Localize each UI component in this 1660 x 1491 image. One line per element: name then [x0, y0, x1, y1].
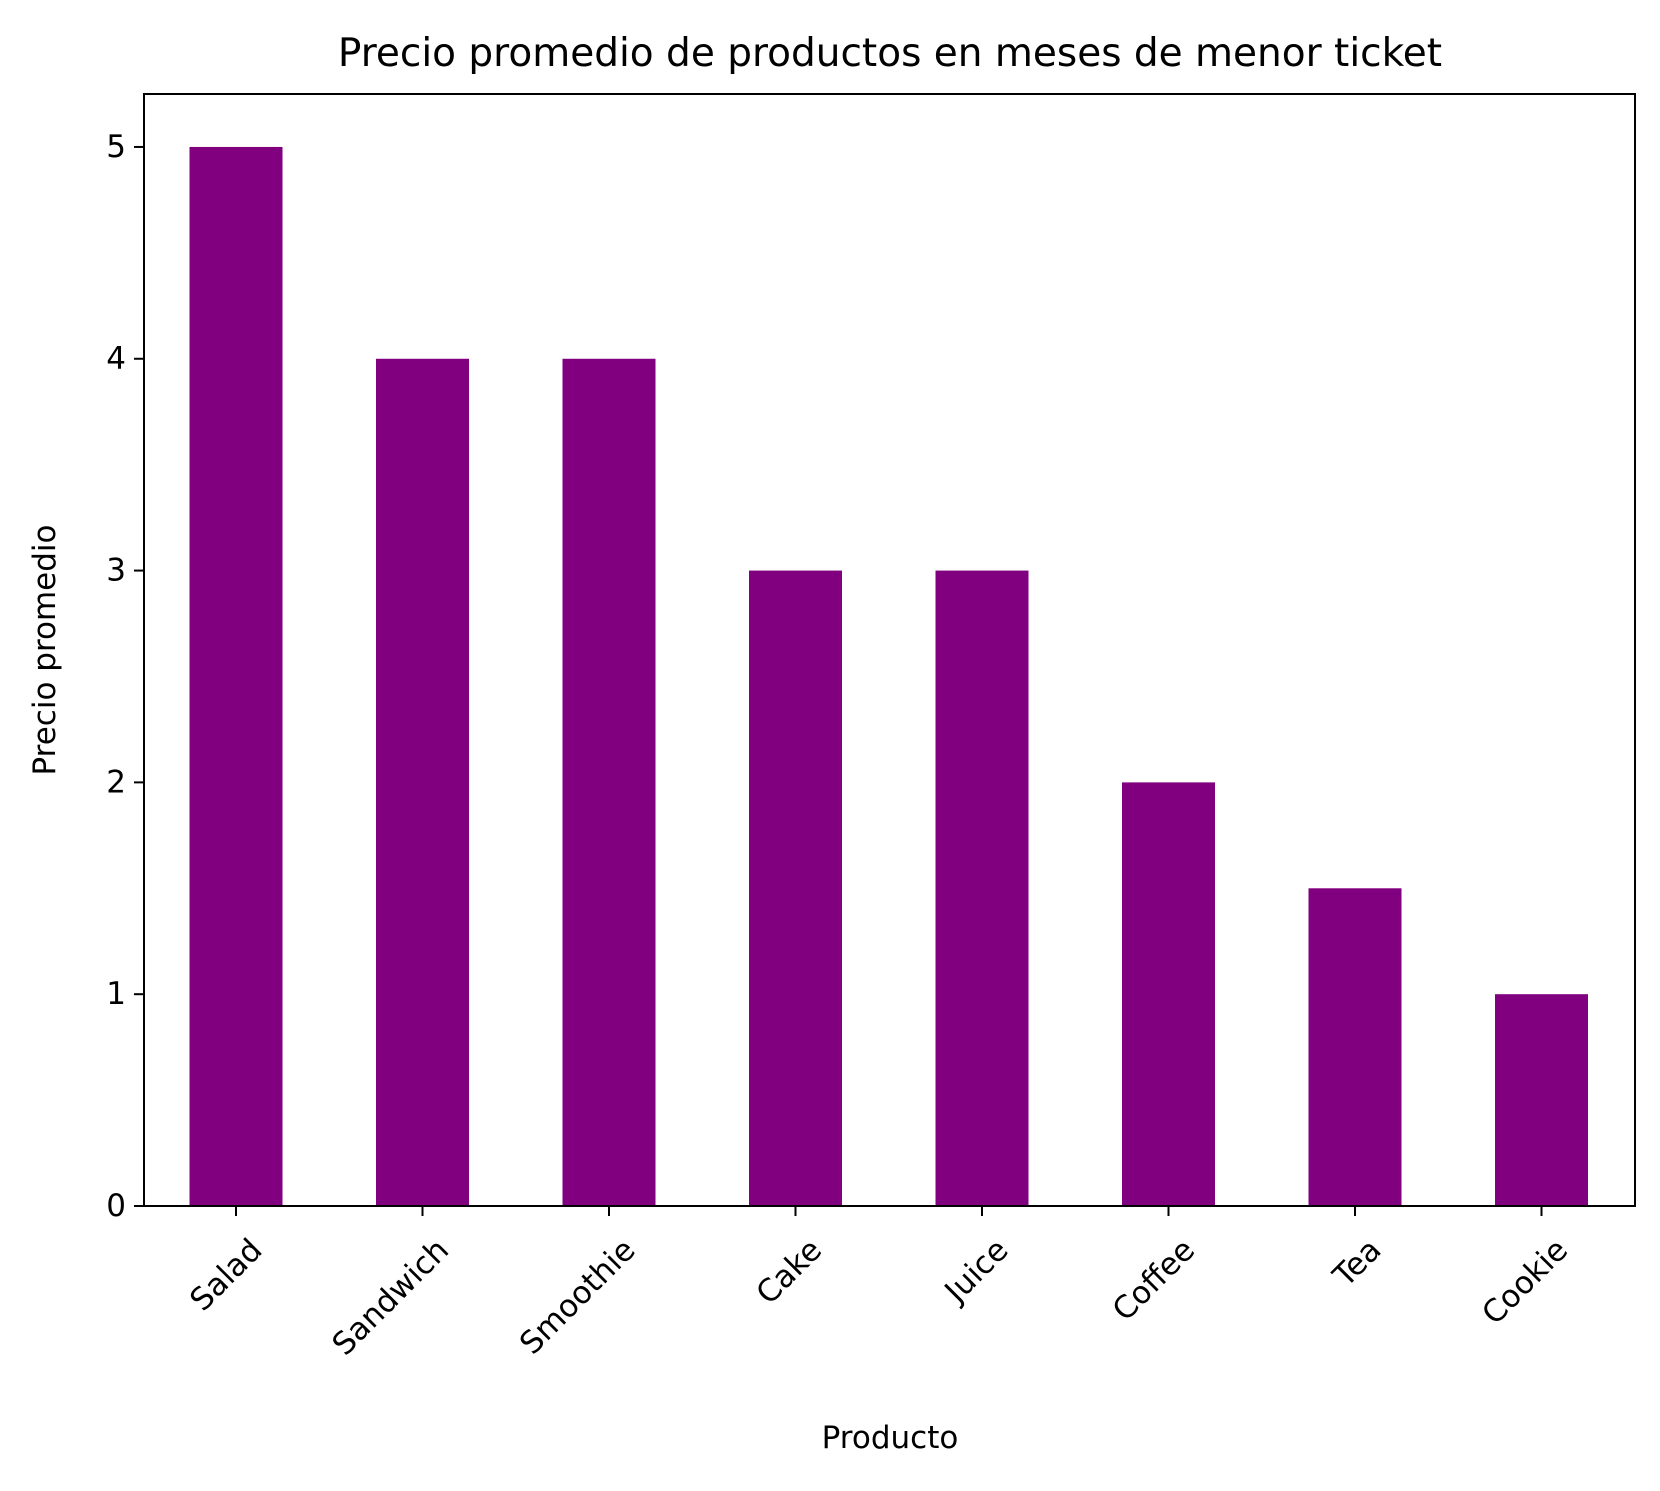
- x-tick-label: Smoothie: [513, 1232, 643, 1362]
- bar-cake: [749, 570, 842, 1206]
- y-tick-label: 1: [106, 976, 126, 1012]
- y-tick-label: 5: [106, 129, 126, 165]
- x-tick-label: Sandwich: [325, 1232, 456, 1363]
- y-tick-label: 3: [106, 553, 126, 589]
- y-tick-label: 2: [106, 764, 126, 800]
- x-tick-label: Cake: [749, 1232, 829, 1312]
- bars-layer: [189, 146, 1588, 1206]
- x-tick-label: Cookie: [1475, 1232, 1575, 1332]
- x-tick-label: Tea: [1326, 1232, 1389, 1295]
- y-tick-label: 0: [106, 1188, 126, 1224]
- y-tick-label: 4: [106, 341, 126, 377]
- bar-cookie: [1495, 994, 1588, 1206]
- chart-title: Precio promedio de productos en meses de…: [338, 31, 1442, 76]
- bar-smoothie: [562, 358, 656, 1206]
- x-tick-label: Salad: [183, 1232, 269, 1318]
- bar-juice: [935, 570, 1029, 1206]
- x-axis-label: Producto: [822, 1420, 959, 1456]
- bar-sandwich: [376, 358, 469, 1206]
- y-axis-ticks: 0 1 2 3 4 5: [106, 129, 144, 1224]
- x-tick-label: Juice: [937, 1232, 1016, 1311]
- x-axis-ticks: Salad Sandwich Smoothie Cake Juice Coffee Tea C…: [183, 1206, 1575, 1363]
- bar-coffee: [1122, 782, 1215, 1206]
- x-tick-label: Coffee: [1106, 1232, 1202, 1328]
- bar-salad: [189, 146, 283, 1206]
- bar-tea: [1308, 888, 1402, 1206]
- y-axis-label: Precio promedio: [27, 525, 63, 776]
- plot-frame: [143, 93, 1636, 1207]
